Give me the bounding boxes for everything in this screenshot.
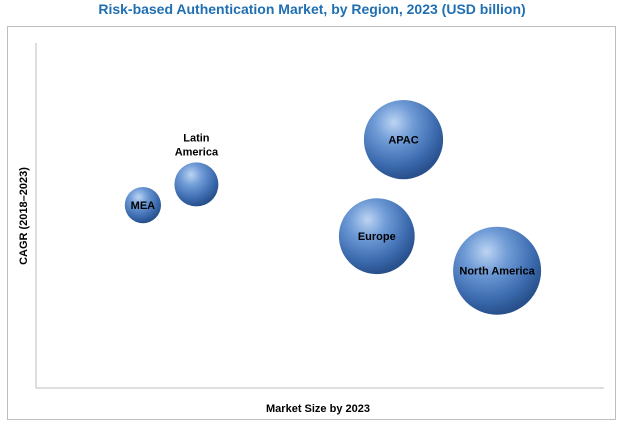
chart-title: Risk-based Authentication Market, by Reg…	[98, 1, 526, 17]
bubble-group	[124, 100, 542, 315]
chart-frame	[7, 26, 616, 420]
bubble-mea	[124, 187, 161, 224]
bubble-north-america	[453, 226, 542, 315]
bubble-label-europe: Europe	[358, 231, 396, 243]
x-axis-label: Market Size by 2023	[266, 403, 370, 415]
bubble-europe	[338, 198, 415, 275]
y-axis-label: CAGR (2018–2023)	[18, 167, 30, 265]
bubble-apac	[363, 100, 444, 180]
bubble-label-latin-america: Latin America	[175, 132, 219, 158]
bubble-label-mea: MEA	[131, 200, 156, 212]
bubble-label-apac: APAC	[388, 135, 418, 147]
bubble-label-group: North America Europe APAC Latin America MEA	[131, 132, 536, 277]
bubble-latin-america	[174, 162, 219, 207]
bubble-label-north-america: North America	[459, 266, 535, 278]
